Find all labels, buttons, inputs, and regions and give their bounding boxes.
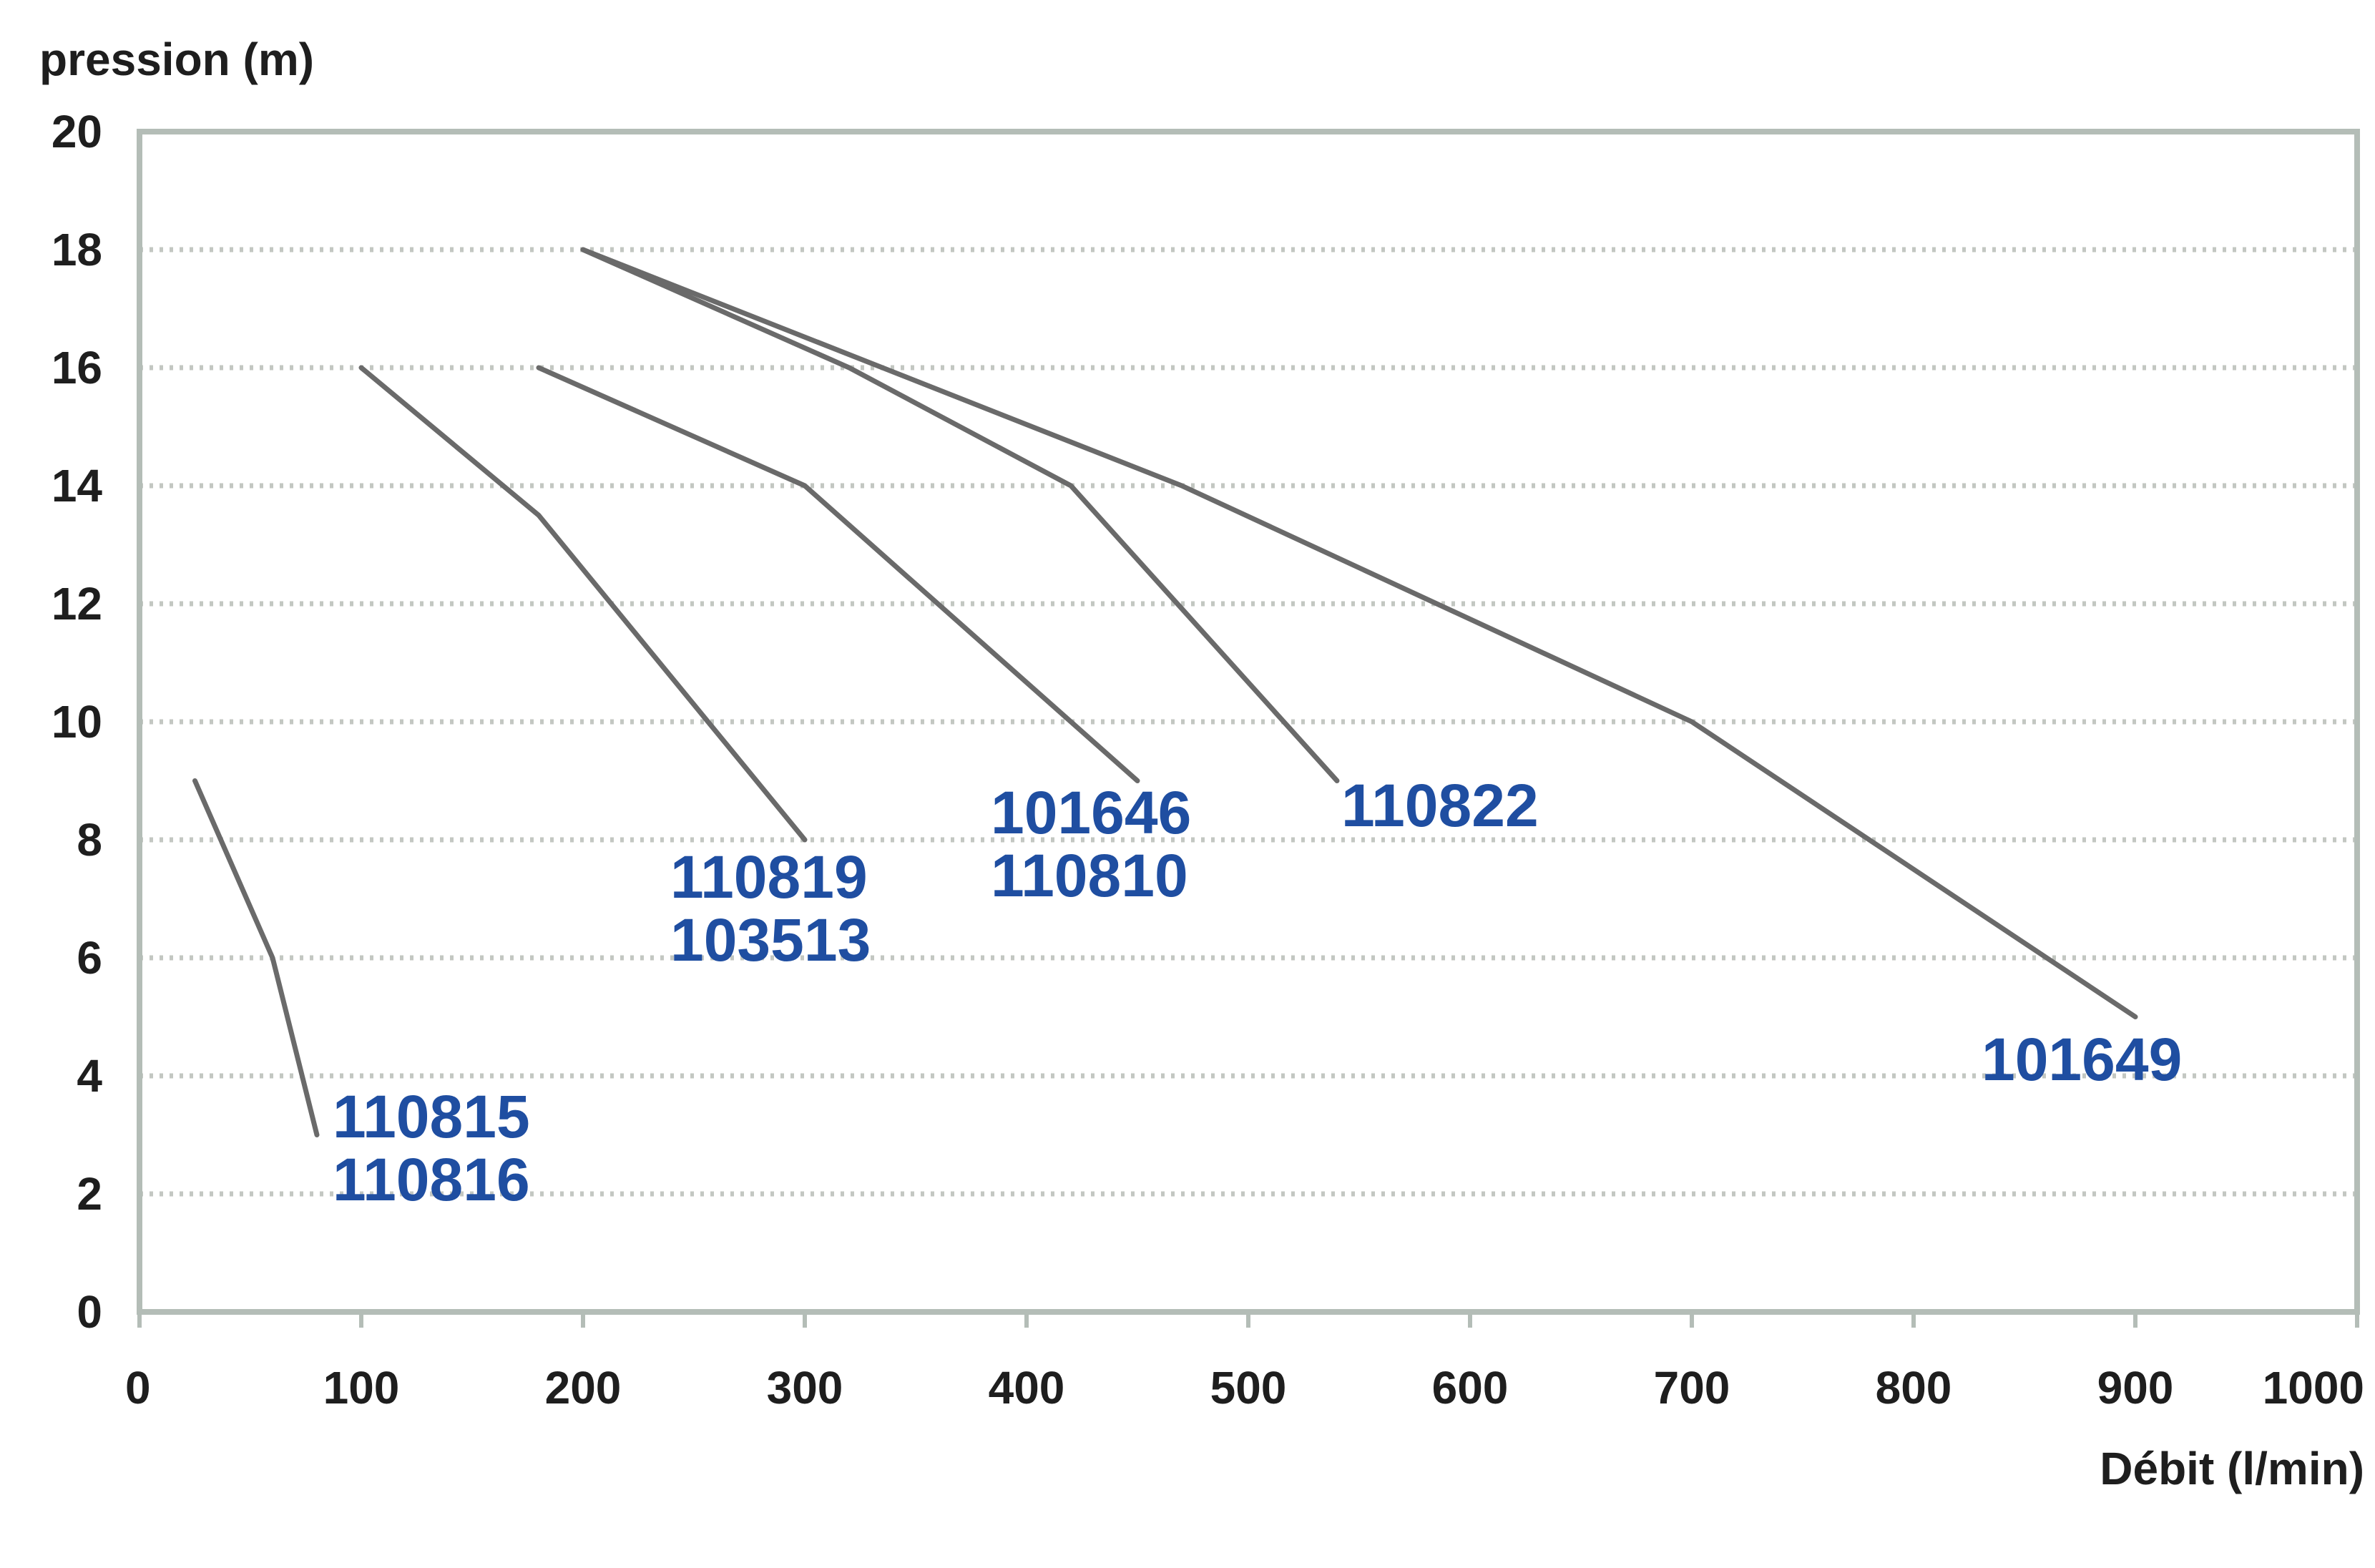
y-tick-label: 16 bbox=[52, 342, 102, 393]
x-tick-label: 0 bbox=[125, 1362, 151, 1413]
series-line bbox=[580, 247, 2138, 1019]
series-line bbox=[536, 365, 1140, 783]
x-tick-label: 700 bbox=[1654, 1362, 1730, 1413]
x-tick-label: 100 bbox=[323, 1362, 400, 1413]
series-lines bbox=[192, 247, 2138, 1137]
series-label: 110822 bbox=[1341, 772, 1539, 839]
series-labels: 110815 110816 110819 103513 101646 110810 1108… bbox=[333, 772, 2182, 1213]
y-tick-label: 4 bbox=[77, 1050, 102, 1102]
y-tick-label: 6 bbox=[77, 932, 102, 984]
y-tick-label: 2 bbox=[77, 1168, 102, 1220]
y-tick-label: 18 bbox=[52, 224, 102, 275]
x-axis-title: Débit (l/min) bbox=[2100, 1443, 2364, 1494]
x-tick-label: 300 bbox=[767, 1362, 843, 1413]
x-tick-label: 400 bbox=[989, 1362, 1065, 1413]
x-tick-label: 900 bbox=[2097, 1362, 2174, 1413]
series-label: 101649 bbox=[1982, 1026, 2182, 1093]
series-label: 110819 103513 bbox=[670, 843, 871, 974]
x-tick-label: 500 bbox=[1210, 1362, 1287, 1413]
series-label: 110815 110816 bbox=[333, 1083, 530, 1213]
x-tick-label: 600 bbox=[1432, 1362, 1509, 1413]
x-tick-label: 800 bbox=[1876, 1362, 1952, 1413]
x-tick-label: 200 bbox=[545, 1362, 622, 1413]
y-tick-label: 8 bbox=[77, 814, 102, 866]
y-axis-ticks: 0 2 4 6 8 10 12 14 16 18 20 bbox=[52, 106, 103, 1338]
series-line bbox=[358, 365, 808, 843]
y-tick-label: 20 bbox=[52, 106, 102, 157]
x-tick-label: 1000 bbox=[2263, 1362, 2364, 1413]
y-axis-title: pression (m) bbox=[39, 34, 314, 85]
y-tick-label: 14 bbox=[52, 460, 103, 511]
x-axis-ticks: 0 100 200 300 400 500 600 700 800 900 1000 bbox=[125, 1312, 2364, 1413]
series-label: 101646 110810 bbox=[991, 779, 1191, 909]
y-tick-label: 12 bbox=[52, 578, 102, 629]
y-tick-label: 10 bbox=[52, 696, 102, 748]
series-line bbox=[580, 247, 1340, 783]
y-tick-label: 0 bbox=[77, 1286, 102, 1338]
series-line bbox=[192, 778, 320, 1137]
